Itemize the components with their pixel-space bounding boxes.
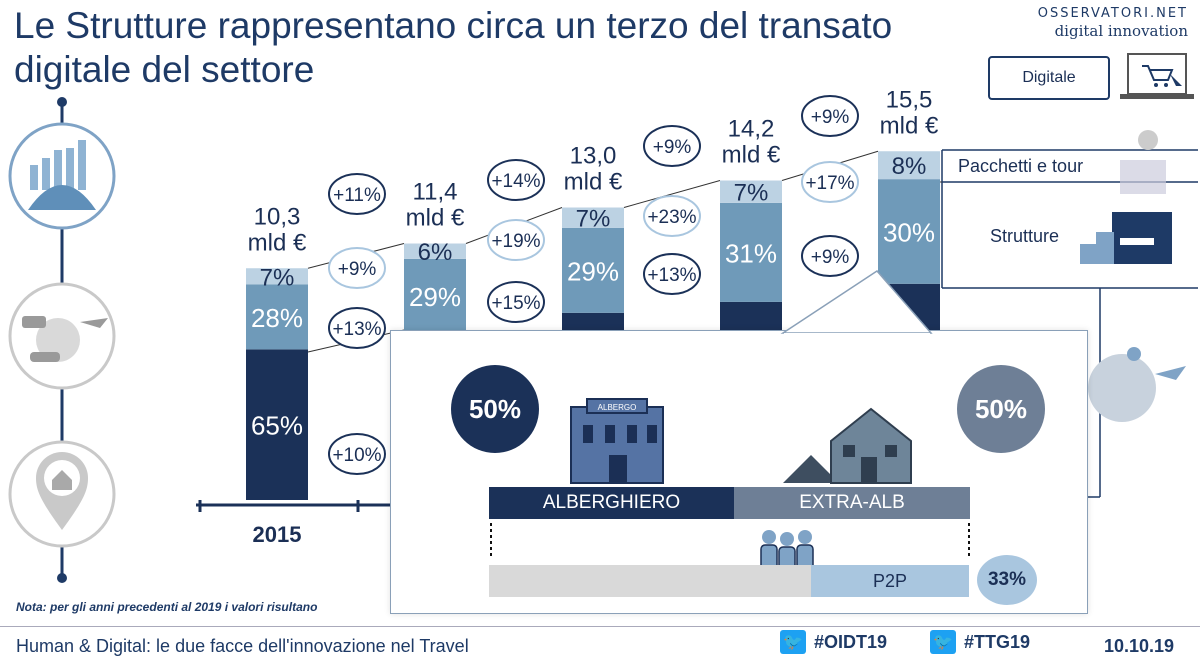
growth-pacchetti-bubble — [487, 219, 545, 261]
bar-pacchetti — [562, 207, 624, 228]
growth-pacchetti-bubble — [643, 195, 701, 237]
house-tent-icon — [783, 407, 912, 484]
label-pacchetti: 7% — [576, 206, 611, 233]
total-unit-label: mld € — [880, 112, 939, 139]
growth-total-text: +14% — [491, 171, 540, 192]
growth-strutture-text: +9% — [811, 247, 850, 268]
bar-strutture — [562, 227, 624, 313]
hashtag-oidt19-text: #OIDT19 — [814, 631, 888, 652]
label-strutture: 29% — [567, 256, 619, 286]
label-pacchetti: 6% — [418, 239, 453, 266]
legend-strutture: Strutture — [990, 226, 1060, 246]
growth-strutture-bubble — [643, 253, 701, 295]
hotel-building-icon — [1080, 212, 1172, 264]
label-trasporti: 65% — [251, 411, 303, 441]
label-pacchetti: 7% — [260, 264, 295, 291]
digitale-label: Digitale — [988, 56, 1110, 100]
growth-total-text: +11% — [333, 185, 381, 206]
hashtag-ttg19-text: #TTG19 — [964, 631, 1031, 652]
hashtag-ttg19[interactable]: 🐦 #TTG19 — [930, 630, 1030, 654]
label-strutture: 30% — [883, 217, 935, 247]
total-unit-label: mld € — [406, 205, 465, 232]
strutture-breakdown-popup: ALBERGO 50% 50% ALBERGHIERO EXTRA-ALB — [390, 270, 1088, 614]
page-title: Le Strutture rappresentano circa un terz… — [14, 5, 893, 90]
total-value-label: 11,4 — [413, 179, 458, 206]
globe-chart-icon — [8, 122, 116, 230]
footer-divider — [0, 626, 1200, 627]
alberghiero-bar: ALBERGHIERO — [489, 487, 734, 519]
category-label-2015: 2015 — [253, 522, 302, 547]
twitter-icon: 🐦 — [930, 630, 956, 654]
growth-pacchetti-text: +9% — [338, 259, 377, 280]
label-strutture: 28% — [251, 303, 303, 333]
alberghiero-pct-badge: 50% — [451, 365, 539, 453]
bar-trasporti — [246, 349, 308, 500]
bar-pacchetti — [878, 151, 940, 180]
growth-total-text: +9% — [653, 137, 692, 158]
transport-icon — [8, 282, 116, 390]
bar-pacchetti — [246, 268, 308, 285]
total-unit-label: mld € — [564, 169, 623, 196]
growth-total-bubble — [328, 173, 386, 215]
extra-alb-bar: EXTRA-ALB — [734, 487, 970, 519]
label-strutture: 29% — [409, 282, 461, 312]
growth-total-bubble — [487, 159, 545, 201]
trend-line-total — [623, 180, 721, 208]
growth-total-bubble — [643, 125, 701, 167]
hotel-sign-text: ALBERGO — [598, 403, 637, 412]
total-unit-label: mld € — [722, 142, 781, 169]
label-strutture: 31% — [725, 238, 777, 268]
growth-pacchetti-text: +17% — [805, 173, 854, 194]
footer-date: 10.10.19 — [1104, 636, 1175, 656]
total-value-label: 14,2 — [728, 116, 775, 143]
p2p-bar: P2P — [811, 565, 969, 597]
growth-trasporti-bubble — [328, 433, 386, 475]
bar-pacchetti — [404, 243, 466, 259]
hashtag-oidt19[interactable]: 🐦 #OIDT19 — [780, 630, 887, 654]
growth-strutture-text: +13% — [332, 319, 381, 340]
total-value-label: 13,0 — [570, 143, 617, 170]
growth-pacchetti-bubble — [801, 161, 859, 203]
footnote: Nota: per gli anni precedenti al 2019 i … — [16, 600, 318, 614]
growth-total-bubble — [801, 95, 859, 137]
bar-strutture — [246, 284, 308, 350]
total-unit-label: mld € — [248, 229, 307, 256]
bar-strutture — [404, 258, 466, 334]
label-pacchetti: 8% — [892, 153, 927, 180]
growth-trasporti-text: +10% — [332, 445, 381, 466]
package-tour-icon — [1120, 130, 1166, 194]
total-value-label: 15,5 — [886, 86, 933, 113]
home-pin-icon — [8, 440, 116, 548]
extra-alb-pct-badge: 50% — [957, 365, 1045, 453]
twitter-icon: 🐦 — [780, 630, 806, 654]
label-pacchetti: 7% — [734, 180, 769, 207]
growth-pacchetti-text: +23% — [647, 207, 696, 228]
laptop-cart-icon — [1120, 53, 1194, 99]
hotel-icon: ALBERGO — [570, 398, 664, 484]
brand-tagline: digital innovation — [1054, 22, 1188, 40]
bar-strutture — [878, 179, 940, 284]
growth-total-text: +9% — [811, 107, 850, 128]
footer-title: Human & Digital: le due facce dell'innov… — [16, 636, 469, 656]
growth-pacchetti-text: +19% — [491, 231, 540, 252]
growth-pacchetti-bubble — [328, 247, 386, 289]
growth-strutture-bubble — [801, 235, 859, 277]
popup-graphics: ALBERGO — [490, 270, 970, 582]
travel-globe-icon — [1088, 347, 1186, 422]
growth-strutture-text: +15% — [491, 293, 540, 314]
growth-strutture-text: +13% — [647, 265, 696, 286]
total-value-label: 10,3 — [254, 203, 301, 230]
p2p-pct-badge: 33% — [977, 555, 1037, 605]
growth-strutture-bubble — [328, 307, 386, 349]
growth-strutture-bubble — [487, 281, 545, 323]
legend-pacchetti: Pacchetti e tour — [958, 156, 1084, 176]
brand-name: OSSERVATORI.NET — [1037, 6, 1188, 21]
bar-strutture — [720, 202, 782, 302]
bar-pacchetti — [720, 180, 782, 203]
